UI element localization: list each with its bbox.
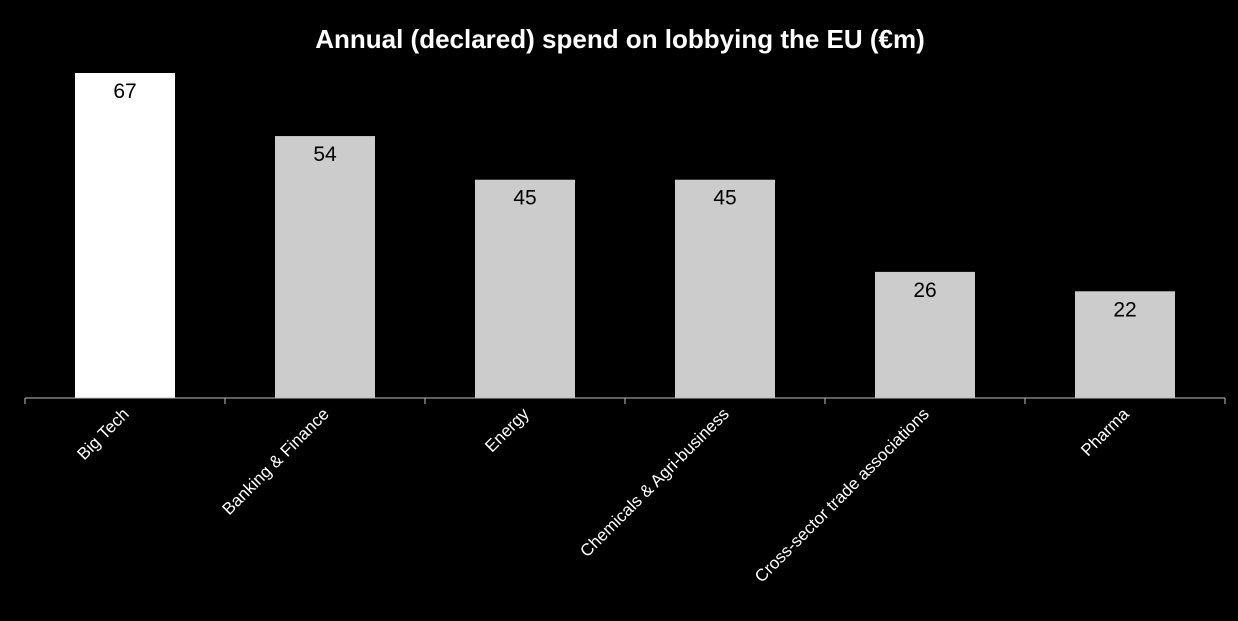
value-label-3: 45 (713, 187, 736, 210)
bar-1 (275, 136, 375, 399)
chart-title: Annual (declared) spend on lobbying the … (315, 24, 925, 54)
bar-5 (1075, 291, 1175, 398)
value-label-1: 54 (313, 143, 337, 166)
bar-4 (875, 271, 975, 398)
bar-2 (475, 179, 575, 398)
value-labels-group: 67 54 45 45 26 22 (113, 80, 1136, 321)
bar-0 (75, 73, 175, 398)
bars-group (75, 73, 1175, 399)
value-label-5: 22 (1113, 298, 1136, 321)
value-label-4: 26 (913, 279, 936, 302)
bar-3 (675, 179, 775, 398)
x-axis (24, 397, 1226, 404)
value-label-2: 45 (513, 187, 536, 210)
value-label-0: 67 (113, 80, 136, 103)
